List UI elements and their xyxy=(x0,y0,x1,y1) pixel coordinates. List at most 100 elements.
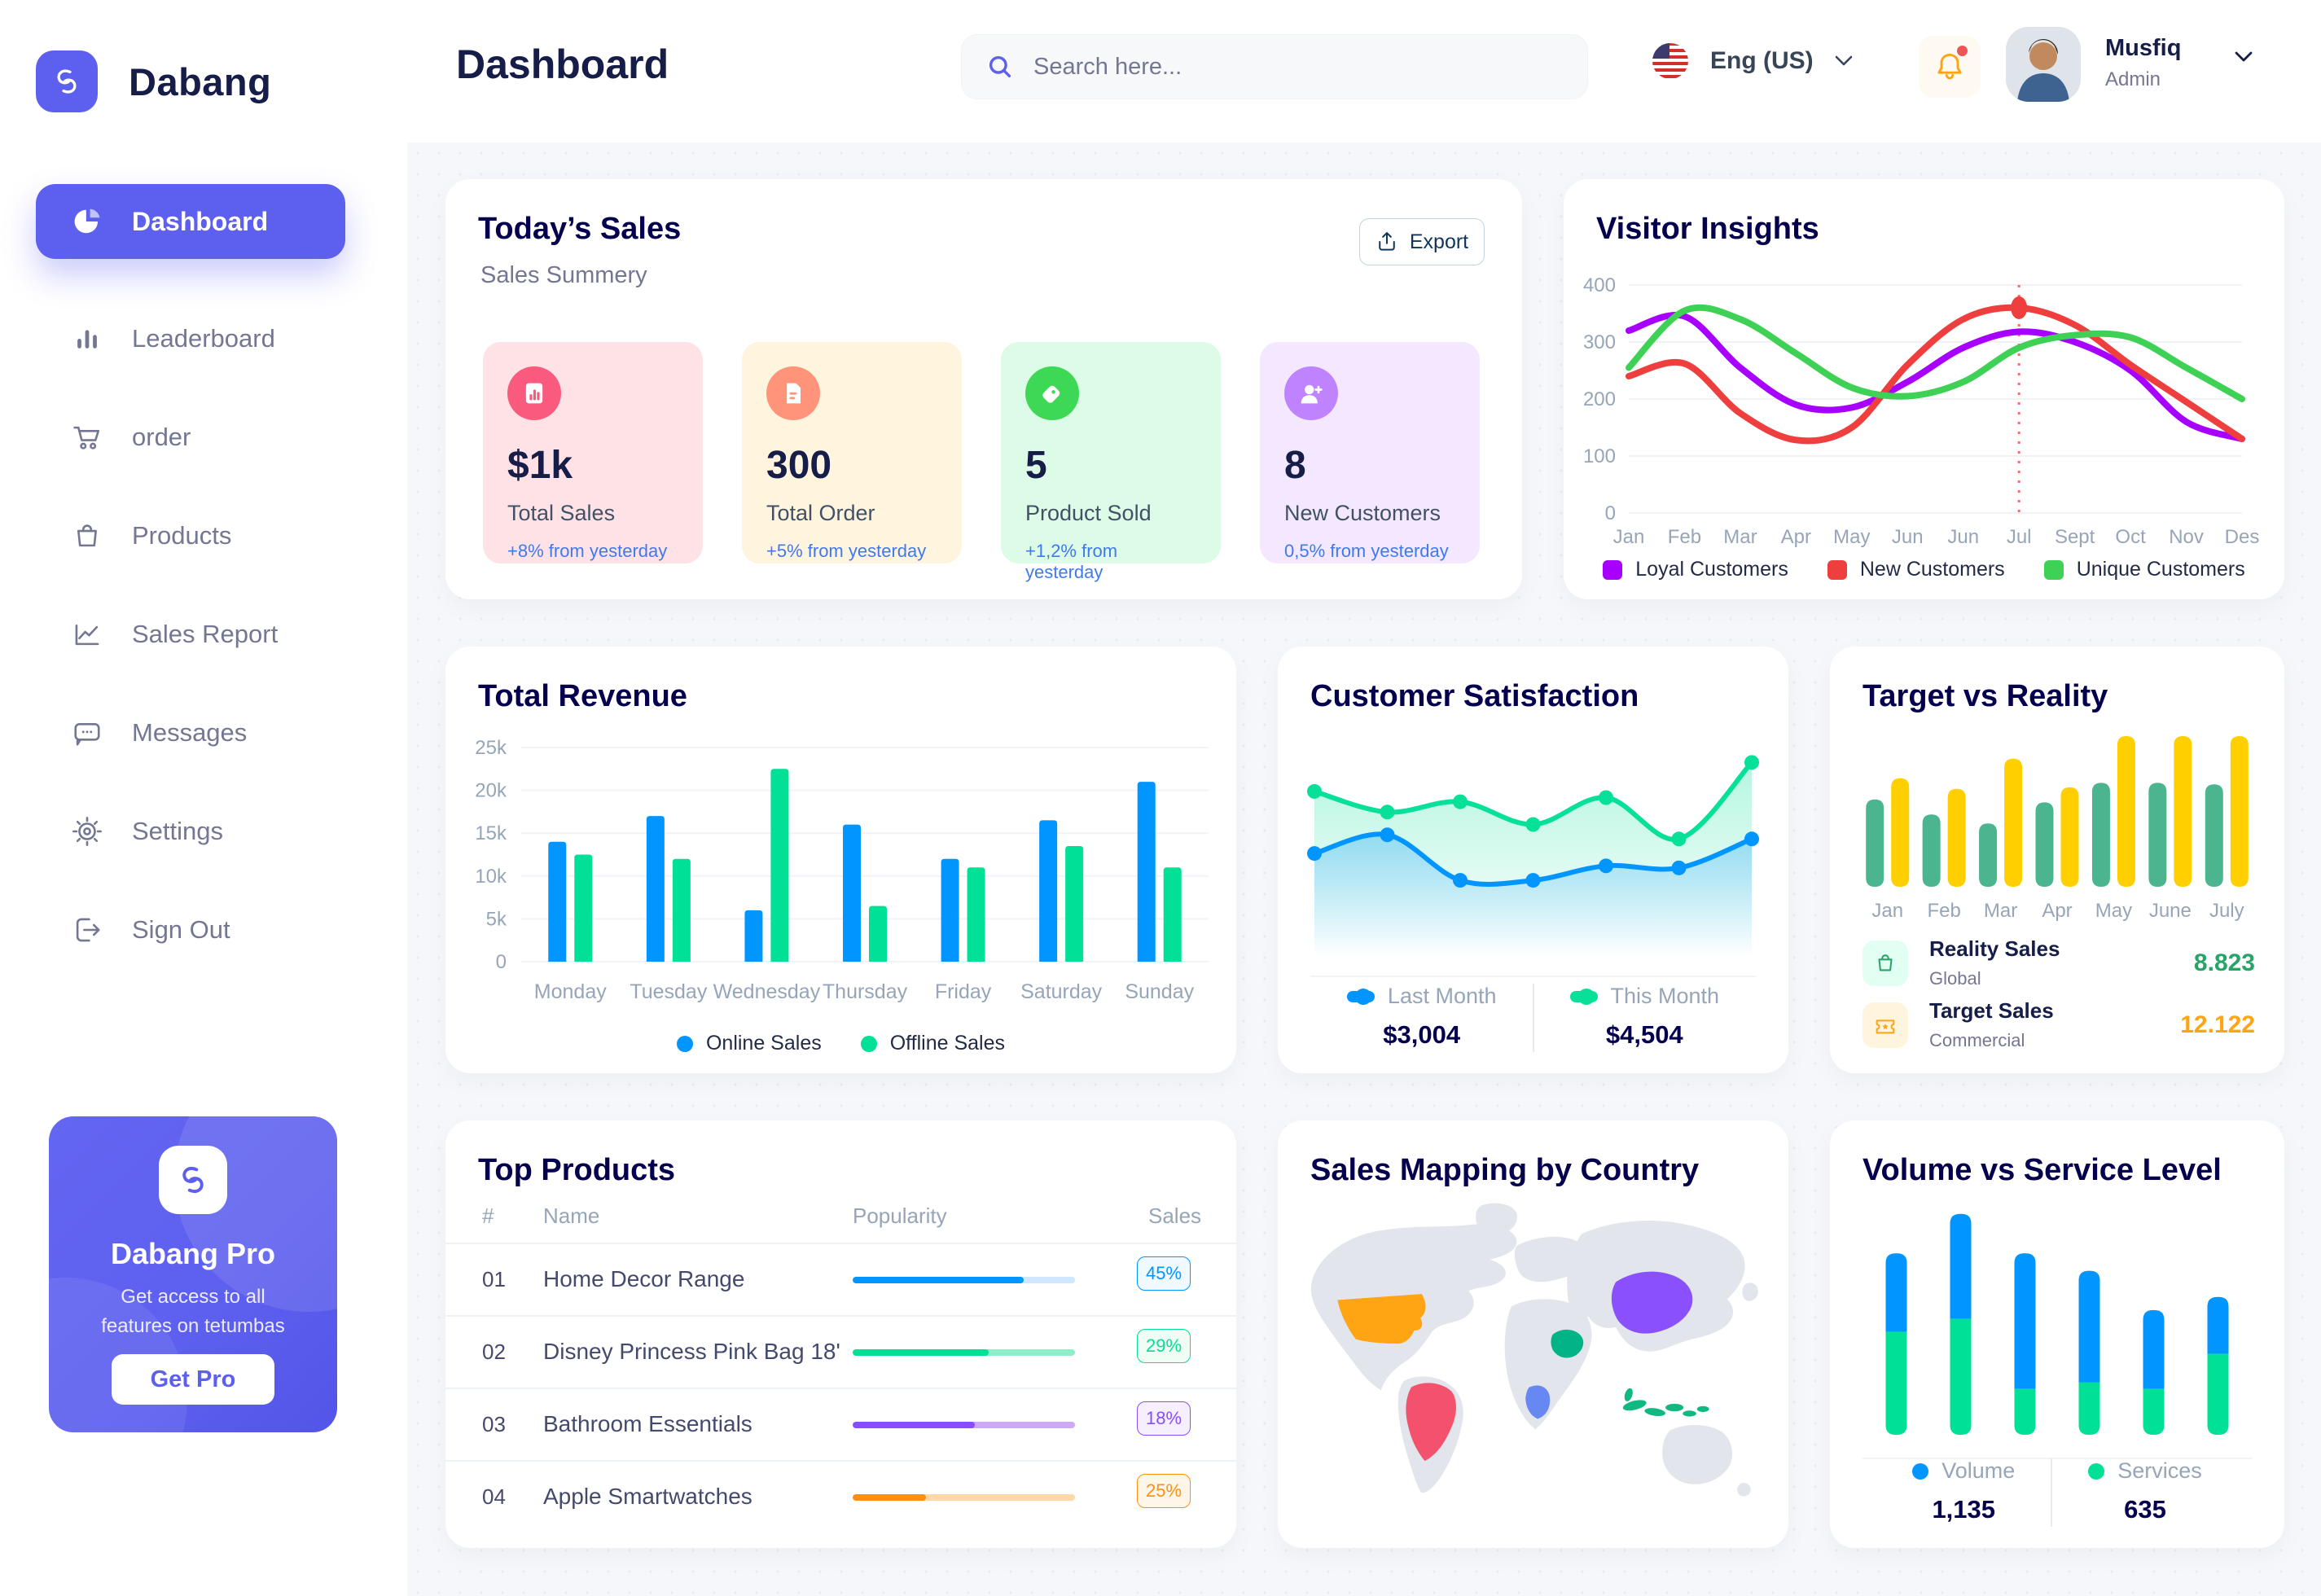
volume-vs-service-chart xyxy=(1853,1199,2262,1443)
sales-badge: 18% xyxy=(1137,1401,1191,1436)
language-selector[interactable]: Eng (US) xyxy=(1652,42,1853,80)
svg-text:200: 200 xyxy=(1583,388,1616,410)
todays-sales-card: Today’s Sales Sales Summery Export $1k T… xyxy=(445,179,1522,599)
sidebar-item-label: Settings xyxy=(132,817,224,845)
svg-text:100: 100 xyxy=(1583,445,1616,467)
legend-swatch xyxy=(1827,559,1847,580)
svg-text:5k: 5k xyxy=(486,908,507,930)
card-title: Top Products xyxy=(478,1153,676,1187)
sidebar-item-sign-out[interactable]: Sign Out xyxy=(36,892,345,967)
svg-text:Jan: Jan xyxy=(1613,526,1645,548)
legend-swatch xyxy=(1569,988,1598,1005)
divider xyxy=(445,1243,1236,1244)
stat-card-total-sales: $1k Total Sales +8% from yesterday xyxy=(483,342,703,563)
sidebar-item-messages[interactable]: Messages xyxy=(36,695,345,770)
svg-text:Jun: Jun xyxy=(1947,526,1979,548)
svg-text:Sunday: Sunday xyxy=(1125,980,1194,1003)
us-flag-icon xyxy=(1652,43,1688,79)
bag-icon xyxy=(1863,940,1908,986)
brand: Dabang xyxy=(36,50,271,112)
svg-text:Tuesday: Tuesday xyxy=(630,980,707,1003)
chevron-down-icon xyxy=(1835,55,1852,66)
target-vs-reality-chart: Jan Feb Mar Apr May June July xyxy=(1853,728,2262,923)
add-user-icon xyxy=(1284,366,1338,420)
world-map xyxy=(1310,1203,1758,1497)
sidebar-item-label: Products xyxy=(132,521,232,550)
card-title: Visitor Insights xyxy=(1596,212,1819,246)
legend-item: New Customers xyxy=(1827,558,2005,581)
sidebar-item-settings[interactable]: Settings xyxy=(36,794,345,869)
export-button[interactable]: Export xyxy=(1359,218,1485,265)
top-products-card: Top Products # Name Popularity Sales 01 … xyxy=(445,1120,1236,1548)
stat-card-new-customers: 8 New Customers 0,5% from yesterday xyxy=(1260,342,1480,563)
stat-change: +8% from yesterday xyxy=(507,541,668,561)
sales-chart-icon xyxy=(507,366,561,420)
divider xyxy=(2051,1458,2053,1527)
card-title: Target vs Reality xyxy=(1863,679,2108,713)
pro-title: Dabang Pro xyxy=(110,1237,276,1270)
svg-text:Saturday: Saturday xyxy=(1020,980,1103,1003)
svg-text:Apr: Apr xyxy=(2042,900,2072,922)
column-header: Name xyxy=(543,1204,600,1228)
sidebar-item-sales-report[interactable]: Sales Report xyxy=(36,597,345,672)
legend-swatch xyxy=(676,1035,693,1052)
legend-item: Unique Customers xyxy=(2043,558,2245,581)
legend-item: Loyal Customers xyxy=(1603,558,1788,581)
search-bar xyxy=(961,34,1588,99)
svg-text:20k: 20k xyxy=(475,780,507,802)
svg-text:Friday: Friday xyxy=(935,980,992,1003)
search-input[interactable] xyxy=(1033,53,1538,81)
user-name: Musfiq xyxy=(2105,35,2182,61)
sidebar-item-leaderboard[interactable]: Leaderboard xyxy=(36,301,345,376)
legend-value: 635 xyxy=(2124,1495,2166,1524)
sales-badge: 45% xyxy=(1137,1256,1191,1291)
sidebar: Dabang Dashboard Leaderboard order Produ… xyxy=(0,0,407,1596)
svg-text:25k: 25k xyxy=(475,738,507,759)
sidebar-item-dashboard[interactable]: Dashboard xyxy=(36,184,345,259)
sidebar-item-label: Messages xyxy=(132,718,248,747)
legend-item: This Month $4,504 xyxy=(1569,984,1719,1052)
legend-value: 1,135 xyxy=(1932,1495,1996,1524)
get-pro-button[interactable]: Get Pro xyxy=(112,1354,274,1405)
tag-icon xyxy=(1025,366,1079,420)
customer-satisfaction-chart xyxy=(1298,731,1768,964)
stat-value: 5 xyxy=(1025,444,1047,487)
stat-change: 0,5% from yesterday xyxy=(1284,541,1449,561)
svg-text:Apr: Apr xyxy=(1781,526,1811,548)
country-dr-congo xyxy=(1525,1385,1551,1419)
trend-line-icon xyxy=(75,625,99,646)
svg-text:Sept: Sept xyxy=(2055,526,2095,548)
chart-legend: Online Sales Offline Sales xyxy=(445,1032,1236,1055)
svg-text:Thursday: Thursday xyxy=(823,980,908,1003)
card-subtitle: Sales Summery xyxy=(480,262,647,288)
sales-badge: 25% xyxy=(1137,1474,1191,1508)
user-menu[interactable]: Musfiq Admin xyxy=(2006,27,2253,102)
sidebar-item-products[interactable]: Products xyxy=(36,498,345,573)
total-revenue-card: Total Revenue 0 5k 10k 15k 20k 25k Monday Tuesd… xyxy=(445,647,1236,1073)
target-vs-reality-card: Target vs Reality Jan Feb Mar Apr May June Jul… xyxy=(1830,647,2284,1073)
page-title: Dashboard xyxy=(456,42,669,87)
pie-chart-icon xyxy=(74,208,100,234)
table-row: 03 Bathroom Essentials 18% xyxy=(445,1389,1236,1460)
popularity-bar xyxy=(853,1422,1075,1428)
sidebar-item-order[interactable]: order xyxy=(36,400,345,475)
sidebar-item-label: order xyxy=(132,423,191,451)
bag-icon xyxy=(77,524,97,547)
svg-text:0: 0 xyxy=(496,951,507,973)
customer-satisfaction-card: Customer Satisfaction Last Month $3,004 … xyxy=(1278,647,1788,1073)
legend-value: 8.823 xyxy=(2193,949,2255,976)
stat-card-total-order: 300 Total Order +5% from yesterday xyxy=(742,342,962,563)
volume-vs-service-card: Volume vs Service Level Volume 1,135 Ser… xyxy=(1830,1120,2284,1548)
legend-swatch xyxy=(1346,988,1375,1005)
table-row: 02 Disney Princess Pink Bag 18' 29% xyxy=(445,1317,1236,1388)
country-usa xyxy=(1337,1294,1426,1344)
notifications-button[interactable] xyxy=(1919,36,1981,98)
stat-change: +5% from yesterday xyxy=(766,541,927,561)
visitor-insights-card: Visitor Insights 0 100 200 300 400 Jan Feb Mar A… xyxy=(1564,179,2284,599)
legend-value: $4,504 xyxy=(1605,1020,1683,1049)
table-row: 01 Home Decor Range 45% xyxy=(445,1244,1236,1315)
top-bar: Dashboard Eng (US) xyxy=(407,0,2321,142)
user-role: Admin xyxy=(2105,68,2161,90)
svg-text:Des: Des xyxy=(2225,526,2260,548)
card-title: Sales Mapping by Country xyxy=(1310,1153,1700,1187)
